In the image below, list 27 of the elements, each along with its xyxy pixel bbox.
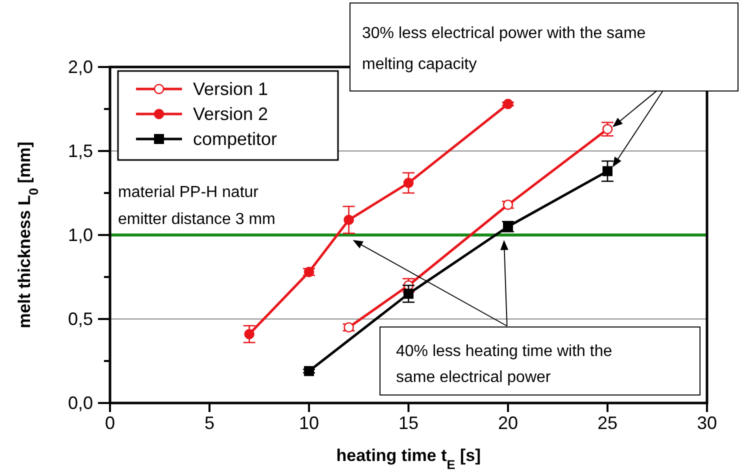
y-tick-label: 0,0 — [68, 393, 93, 413]
x-tick-label: 30 — [696, 413, 718, 433]
point — [403, 178, 414, 188]
annotation: 30% less electrical power with the same melting capacity — [362, 25, 646, 73]
point — [602, 166, 612, 176]
y-tick-label: 1,0 — [68, 225, 93, 245]
point — [344, 214, 354, 226]
point — [404, 288, 414, 299]
annotation: 40% less heating time with the same electrical power — [396, 343, 612, 386]
point — [304, 366, 314, 376]
point — [502, 98, 514, 110]
point — [602, 124, 613, 134]
y-tick-label: 2,0 — [68, 57, 93, 77]
point — [244, 328, 254, 340]
y-tick-label: 0,5 — [68, 309, 93, 329]
x-tick-label: 10 — [298, 413, 320, 433]
x-tick-label: 0 — [104, 413, 116, 433]
x-tick-label: 15 — [398, 413, 419, 433]
x-axis-title: heating time t$_{E}$ [s] — [336, 446, 481, 472]
x-tick-label: 5 — [204, 413, 215, 433]
y-tick-label: 1,5 — [68, 141, 93, 161]
x-tick-label: 20 — [498, 413, 518, 433]
x-tick-label: 25 — [597, 413, 618, 433]
legend-label: Version 1 — [193, 79, 268, 99]
annotation: material PP-H natur emitter distance 3 mm — [118, 184, 276, 228]
legend-label: Version 2 — [193, 104, 268, 124]
legend-label: competitor — [193, 129, 278, 149]
